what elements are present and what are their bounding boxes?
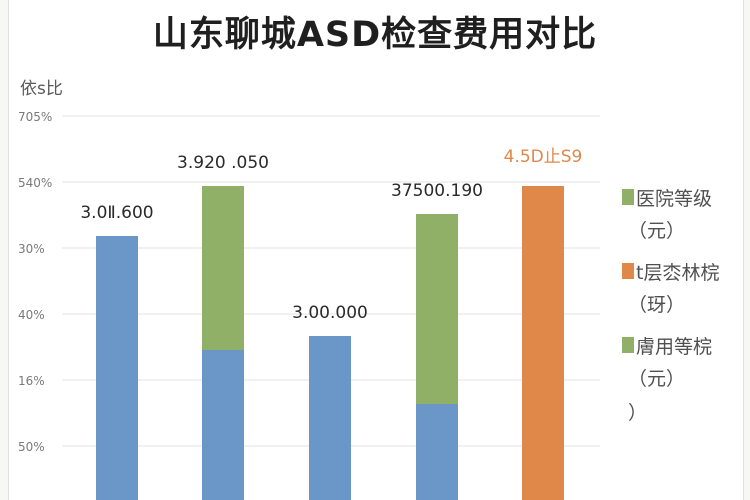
legend-item-2: t层枩林梡 （玡） [622,254,742,322]
bar-segment-5-2 [522,186,564,500]
legend-label-3: 膚用等梡 [636,335,713,358]
legend-unit-3-extra: ） [628,402,648,424]
legend: 医院等级 （元） t层枩林梡 （玡） 膚用等梡 （元） ） [622,180,742,436]
y-tick-label-1: 705% [18,110,52,124]
legend-unit-2: （玡） [628,294,686,316]
bar-segment-4-1 [416,214,458,404]
data-label-4: 37500.190 [391,181,483,201]
y-tick-labels: 705% 540% 30% 40% 16% 50% [18,110,52,454]
legend-label-2: t层枩林梡 [636,261,720,284]
data-label-3: 3.00.000 [292,303,368,323]
y-tick-label-5: 16% [18,374,45,388]
data-label-2: 3.920 .050 [177,153,269,173]
bar-segment-2-1 [202,186,244,350]
bar-base-1 [96,236,138,500]
data-label-1: 3.0Ⅱ.600 [80,203,153,223]
legend-swatch-2 [622,263,634,279]
chart-title: 山东聊城ASD检查费用对比 [152,15,598,55]
legend-item-3: 膚用等梡 （元） ） [622,328,742,430]
legend-item-1: 医院等级 （元） [622,180,742,248]
bars [96,186,564,500]
y-tick-label-2: 540% [18,176,52,190]
legend-unit-3: （元） [628,368,686,390]
data-label-5: 4.5D止S9 [504,147,583,167]
legend-swatch-3 [622,337,634,353]
y-tick-label-3: 30% [18,242,45,256]
data-labels: 3.0Ⅱ.600 3.920 .050 3.00.000 37500.190 4.5D止… [80,147,582,323]
y-tick-label-4: 40% [18,308,45,322]
bar-base-3 [309,336,351,500]
legend-swatch-1 [622,189,634,205]
y-tick-label-6: 50% [18,440,45,454]
legend-unit-1: （元） [628,220,686,242]
y-axis-label: 依s比 [20,79,63,99]
bar-base-4 [416,404,458,500]
legend-label-1: 医院等级 [636,187,713,210]
bar-base-2 [202,350,244,500]
